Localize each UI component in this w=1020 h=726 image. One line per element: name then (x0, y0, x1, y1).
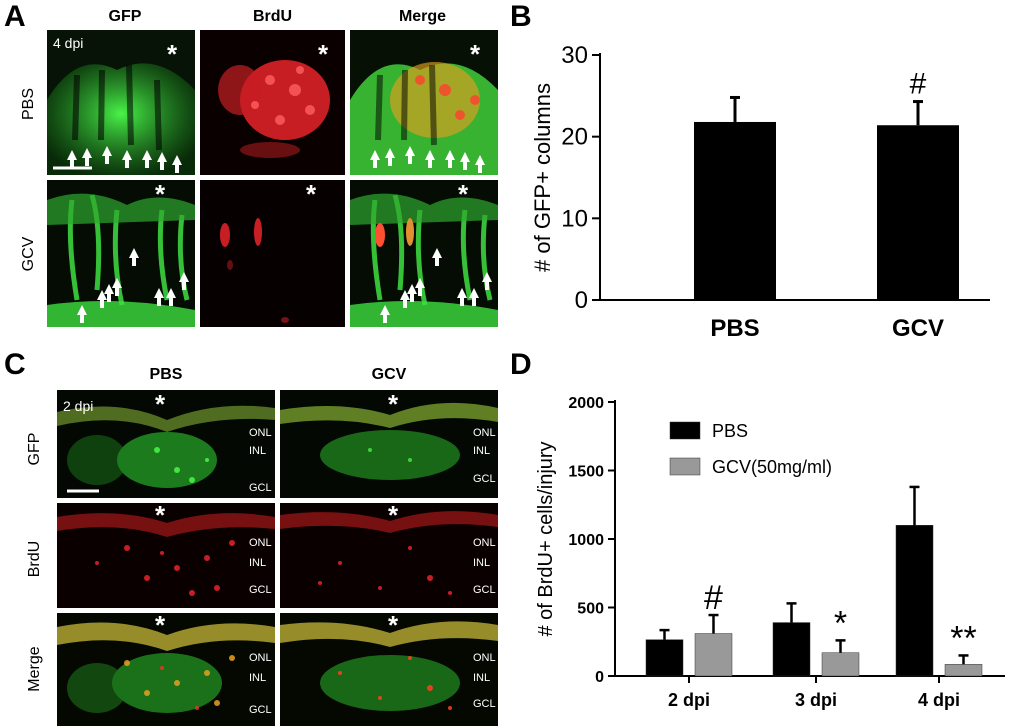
y-tick-label: 0 (595, 669, 604, 686)
y-tick-label: 20 (561, 124, 588, 151)
legend-label: GCV(50mg/ml) (712, 457, 832, 477)
panel-a-row-gcv: GCV (20, 236, 37, 272)
panel-c-layer-onl: ONL (473, 537, 496, 549)
y-tick-label: 1000 (568, 532, 604, 549)
panel-c-gcv-brdu-image: * ONL INL GCL (280, 503, 498, 608)
panel-a-asterisk: * (318, 39, 329, 69)
panel-c-gcv-gfp-image: * ONL INL GCL (280, 390, 498, 498)
panel-a-gcv-gfp-image: * (47, 180, 195, 327)
panel-a-pbs-brdu-image: * (200, 30, 345, 175)
panel-c-row-merge: Merge (26, 646, 43, 692)
panel-c-col-pbs: PBS (149, 366, 183, 383)
panel-c-layer-gcl: GCL (249, 584, 272, 596)
panel-c-layer-onl: ONL (249, 537, 272, 549)
panel-c-asterisk: * (155, 503, 166, 530)
legend-swatch (669, 421, 701, 440)
panel-c-layer-inl: INL (249, 672, 267, 684)
bar-pbs (694, 121, 776, 300)
y-tick-label: 10 (561, 205, 588, 232)
bar-gcv-4-dpi (944, 664, 983, 677)
legend-swatch (669, 457, 701, 476)
panel-b-letter: B (510, 0, 532, 33)
y-tick-label: 1500 (568, 464, 604, 481)
legend-label: PBS (712, 421, 748, 441)
y-axis-label: # of GFP+ columns (530, 83, 555, 272)
panel-c-layer-gcl: GCL (249, 704, 272, 716)
panel-a-gcv-merge-image: * (350, 180, 498, 327)
panel-a-pbs-gfp-image: 4 dpi * (47, 30, 195, 175)
y-tick-label: 500 (577, 601, 604, 618)
panel-c-pbs-merge-image: * ONL INL GCL (57, 613, 275, 726)
panel-c-asterisk: * (388, 503, 399, 530)
x-tick-label: 2 dpi (668, 690, 710, 710)
x-tick-label: GCV (892, 315, 944, 342)
panel-c-layer-gcl: GCL (473, 698, 496, 710)
panel-a-col-brdu: BrdU (252, 8, 293, 25)
panel-a-asterisk: * (155, 180, 166, 209)
panel-c-asterisk: * (155, 390, 166, 419)
panel-d-letter: D (510, 348, 532, 381)
y-axis-label: # of BrdU+ cells/injury (535, 441, 557, 636)
significance-marker: * (834, 604, 847, 642)
significance-marker: ** (950, 619, 976, 657)
panel-a-gcv-brdu-image: * (200, 180, 345, 327)
panel-c-layer-inl: INL (473, 672, 491, 684)
bar-pbs-2-dpi (645, 639, 684, 677)
panel-a-col-gfp: GFP (108, 8, 142, 25)
panel-c-col-gcv: GCV (371, 366, 407, 383)
significance-marker: # (910, 68, 927, 101)
significance-marker: # (704, 579, 723, 617)
panel-a-pbs-merge-image: * (350, 30, 498, 175)
panel-c-layer-gcl: GCL (473, 473, 496, 485)
panel-c-gcv-merge-image: * ONL INL GCL (280, 613, 498, 726)
x-tick-label: PBS (710, 315, 759, 342)
panel-c-layer-gcl: GCL (473, 584, 496, 596)
panel-c-layer-inl: INL (249, 445, 267, 457)
panel-c-layer-inl: INL (249, 557, 267, 569)
panel-a-asterisk: * (167, 39, 178, 69)
panel-a-asterisk: * (306, 180, 317, 209)
x-tick-label: 4 dpi (918, 690, 960, 710)
panel-c-layer-gcl: GCL (249, 482, 272, 494)
panel-c-asterisk: * (388, 390, 399, 419)
panel-c-layer-onl: ONL (249, 652, 272, 664)
y-tick-label: 30 (561, 42, 588, 69)
bar-gcv-2-dpi (694, 633, 733, 677)
panel-c-letter: C (4, 348, 26, 381)
panel-a-letter: A (4, 0, 26, 33)
panel-a-col-merge: Merge (398, 8, 447, 25)
panel-c-asterisk: * (155, 613, 166, 640)
panel-c-pbs-brdu-image: * ONL INL GCL (57, 503, 275, 608)
panel-c-layer-onl: ONL (473, 652, 496, 664)
panel-d-chart: 0 500 1000 1500 2000 # of BrdU+ cells/injury 2… (535, 395, 1005, 710)
panel-a-asterisk: * (458, 180, 469, 209)
panel-c-asterisk: * (388, 613, 399, 640)
panel-c-pbs-gfp-image: 2 dpi * ONL INL GCL (57, 390, 275, 498)
panel-c-row-gfp: GFP (26, 432, 43, 466)
panel-a-row-pbs: PBS (20, 88, 37, 121)
panel-c-layer-inl: INL (473, 445, 491, 457)
bar-pbs-3-dpi (772, 622, 811, 677)
panel-b-chart: 0 10 20 30# of GFP+ columns PBS GCV # (530, 42, 990, 342)
panel-c-layer-onl: ONL (473, 427, 496, 439)
y-tick-label: 0 (575, 287, 588, 314)
panel-a-timepoint-label: 4 dpi (53, 35, 84, 51)
x-tick-label: 3 dpi (795, 690, 837, 710)
panel-c-layer-inl: INL (473, 557, 491, 569)
bar-gcv-3-dpi (821, 652, 860, 677)
panel-c-row-brdu: BrdU (26, 540, 43, 578)
bar-gcv (877, 125, 959, 300)
bar-pbs-4-dpi (895, 525, 934, 677)
panel-c-layer-onl: ONL (249, 427, 272, 439)
y-tick-label: 2000 (568, 395, 604, 412)
panel-c-timepoint-label: 2 dpi (63, 398, 94, 414)
panel-a-asterisk: * (470, 39, 481, 69)
